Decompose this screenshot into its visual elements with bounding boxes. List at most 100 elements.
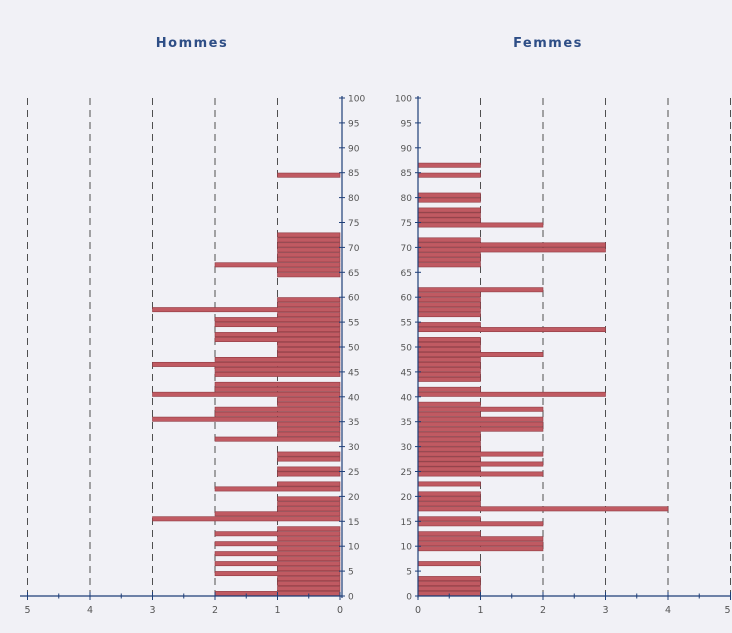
femmes-bar-age-58 [417, 302, 481, 308]
femmes-bar-age-25 [417, 466, 481, 472]
hommes-bar-age-6 [214, 561, 341, 567]
hommes-ytick-label-55: 55 [348, 319, 359, 329]
hommes-bar-age-67 [277, 257, 341, 263]
hommes-bar-age-51 [214, 337, 341, 342]
femmes-bar-age-18 [417, 501, 481, 507]
hommes-ytick-label-95: 95 [348, 119, 359, 129]
hommes-ytick-label-90: 90 [348, 144, 360, 154]
hommes-bar-age-36 [214, 411, 341, 417]
hommes-bar-age-41 [214, 386, 341, 392]
femmes-xtick-label-1: 1 [477, 605, 483, 616]
hommes-ytick-label-80: 80 [348, 194, 360, 204]
femmes-bar-age-76 [417, 212, 481, 218]
hommes-bar-age-71 [277, 237, 341, 243]
femmes-bar-age-40 [417, 391, 606, 397]
femmes-ytick-label-85: 85 [401, 169, 412, 179]
femmes-bar-age-38 [417, 401, 481, 407]
hommes-xtick-label-5: 5 [24, 605, 30, 616]
hommes-bar-age-65 [277, 267, 341, 273]
bars-layer [152, 162, 669, 596]
hommes-bar-age-9 [277, 546, 341, 552]
panel-title-hommes: Hommes [156, 36, 228, 51]
hommes-bar-age-5 [277, 566, 341, 572]
femmes-ytick-label-35: 35 [401, 418, 412, 428]
femmes-ytick-label-40: 40 [401, 393, 413, 403]
femmes-bar-age-31 [417, 436, 481, 442]
femmes-ytick-label-30: 30 [401, 443, 413, 453]
femmes-bar-age-1 [417, 586, 481, 591]
femmes-bar-age-53 [417, 327, 606, 333]
hommes-bar-age-44 [214, 371, 341, 377]
femmes-bar-age-20 [417, 491, 481, 497]
femmes-ytick-label-80: 80 [401, 194, 413, 204]
hommes-bar-age-32 [277, 431, 341, 437]
hommes-bar-age-57 [152, 307, 341, 313]
femmes-bar-age-79 [417, 197, 481, 203]
femmes-bar-age-51 [417, 337, 481, 342]
femmes-bar-age-46 [417, 361, 481, 367]
hommes-ytick-label-20: 20 [348, 493, 360, 503]
femmes-xtick-label-3: 3 [602, 605, 608, 616]
femmes-bar-age-86 [417, 162, 481, 168]
hommes-bar-age-17 [277, 506, 341, 512]
femmes-bar-age-43 [417, 376, 481, 382]
femmes-bar-age-75 [417, 217, 481, 223]
femmes-xtick-label-2: 2 [540, 605, 546, 616]
hommes-bar-age-28 [277, 451, 341, 457]
femmes-ytick-label-0: 0 [406, 593, 412, 603]
femmes-bar-age-59 [417, 297, 481, 303]
hommes-bar-age-70 [277, 242, 341, 248]
femmes-ytick-label-20: 20 [401, 493, 413, 503]
hommes-bar-age-10 [214, 541, 341, 547]
hommes-ytick-label-50: 50 [348, 344, 360, 354]
hommes-bar-age-40 [152, 391, 341, 397]
panel-title-femmes: Femmes [513, 36, 583, 51]
hommes-bar-age-34 [277, 421, 341, 427]
hommes-bar-age-12 [214, 531, 341, 537]
femmes-bar-age-26 [417, 461, 544, 467]
hommes-bar-age-18 [277, 501, 341, 507]
femmes-ytick-label-25: 25 [401, 468, 412, 478]
hommes-bar-age-8 [214, 551, 341, 557]
femmes-bar-age-2 [417, 581, 481, 587]
hommes-bar-age-49 [277, 347, 341, 352]
femmes-bar-age-50 [417, 342, 481, 347]
hommes-bar-age-56 [277, 312, 341, 318]
femmes-bar-age-77 [417, 207, 481, 213]
femmes-bar-age-19 [417, 496, 481, 502]
hommes-bar-age-72 [277, 232, 341, 238]
hommes-ytick-label-60: 60 [348, 294, 360, 304]
femmes-bar-age-41 [417, 386, 481, 392]
femmes-bar-age-71 [417, 237, 481, 243]
femmes-ytick-label-95: 95 [401, 119, 412, 129]
femmes-bar-age-60 [417, 292, 481, 298]
femmes-bar-age-61 [417, 287, 544, 293]
labels-layer: Hommes Femmes 05101520253035404550556065… [24, 36, 730, 616]
hommes-bar-age-54 [214, 322, 341, 328]
hommes-ytick-label-25: 25 [348, 468, 359, 478]
femmes-xtick-label-0: 0 [415, 605, 421, 616]
femmes-bar-age-45 [417, 366, 481, 372]
femmes-bar-age-67 [417, 257, 481, 263]
hommes-ytick-label-30: 30 [348, 443, 360, 453]
femmes-bar-age-66 [417, 262, 481, 268]
hommes-bar-age-42 [214, 381, 341, 387]
hommes-bar-age-47 [214, 356, 341, 362]
hommes-ytick-label-5: 5 [348, 568, 354, 578]
hommes-bar-age-84 [277, 172, 341, 178]
hommes-ytick-label-70: 70 [348, 244, 360, 254]
hommes-bar-age-22 [277, 481, 341, 487]
femmes-bar-age-14 [417, 521, 544, 527]
hommes-bar-age-21 [214, 486, 341, 492]
hommes-bar-age-16 [214, 511, 341, 517]
femmes-xtick-label-4: 4 [665, 605, 671, 616]
femmes-bar-age-15 [417, 516, 481, 522]
femmes-bar-age-47 [417, 356, 481, 362]
femmes-bar-age-9 [417, 546, 544, 552]
hommes-bar-age-19 [277, 496, 341, 502]
femmes-bar-age-70 [417, 242, 606, 248]
femmes-bar-age-35 [417, 416, 544, 422]
hommes-bar-age-55 [214, 317, 341, 323]
femmes-ytick-label-10: 10 [401, 543, 413, 553]
